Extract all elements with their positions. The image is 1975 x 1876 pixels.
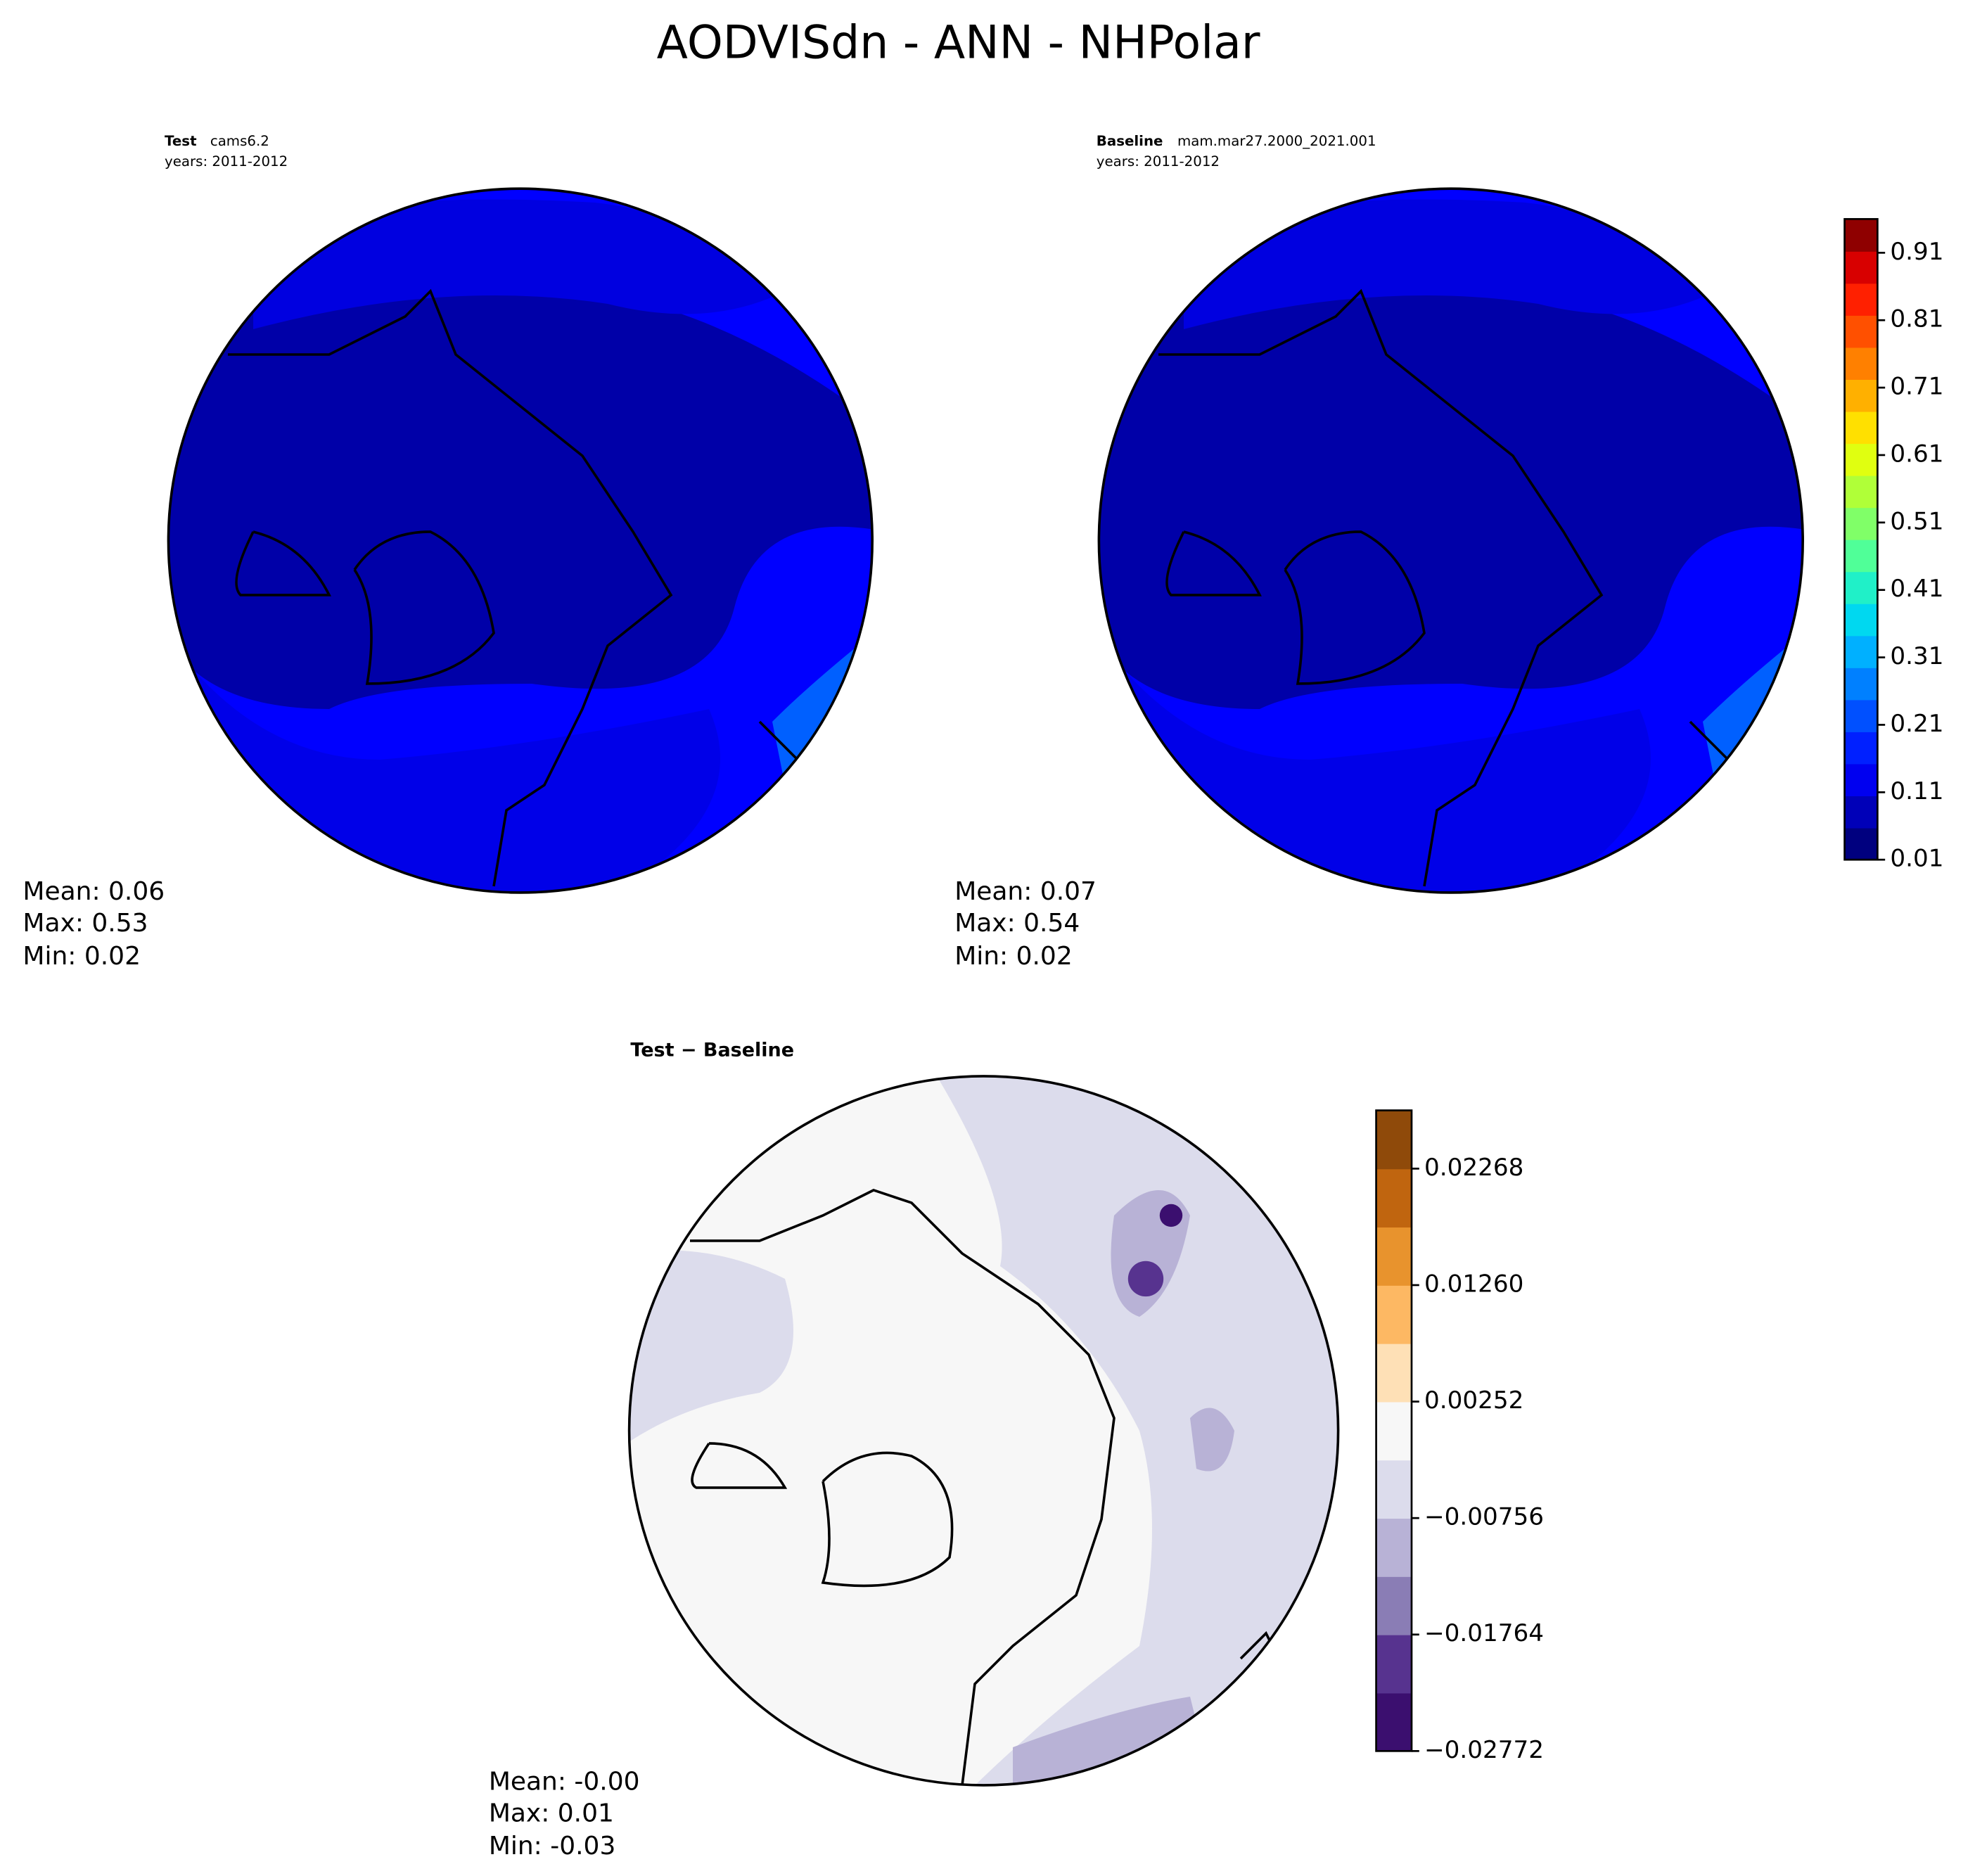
colorbar-band	[1376, 1518, 1412, 1577]
colorbar-band	[1844, 283, 1878, 316]
colorbar-band	[1376, 1401, 1412, 1461]
map	[168, 189, 873, 893]
colorbar-band	[1844, 379, 1878, 412]
map-boundary	[627, 1075, 1340, 1787]
colorbar-band	[1844, 475, 1878, 509]
colorbar-tick-label: 0.91	[1890, 238, 1943, 266]
colorbar-frame	[1843, 218, 1879, 861]
panel-label: Baseline	[1097, 133, 1163, 149]
colorbar-band	[1844, 347, 1878, 380]
stat: Min: -0.03	[489, 1832, 616, 1861]
stat: Mean: 0.07	[954, 877, 1097, 906]
figure-title: AODVISdn - ANN - NHPolar	[657, 16, 1260, 69]
colorbar-band	[1844, 571, 1878, 604]
colorbar-band	[1844, 411, 1878, 445]
colorbar-band	[1844, 635, 1878, 668]
colorbar-tick-label: 0.41	[1890, 575, 1943, 603]
stat: Mean: 0.06	[23, 877, 165, 906]
colorbar-tick-label: −0.00756	[1424, 1503, 1544, 1531]
colorbar-band	[1376, 1576, 1412, 1635]
map-boundary	[167, 187, 874, 894]
colorbar-frame	[1375, 1109, 1413, 1752]
colorbar-band	[1376, 1110, 1412, 1170]
panel-label: Test	[165, 133, 197, 149]
colorbar-band	[1376, 1460, 1412, 1519]
colorbar-tick-label: 0.21	[1890, 710, 1943, 738]
colorbar-band	[1844, 732, 1878, 765]
colorbar-tick-label: 0.51	[1890, 507, 1943, 535]
colorbar-band	[1844, 603, 1878, 637]
colorbar-band	[1376, 1284, 1412, 1344]
colorbar-band	[1844, 443, 1878, 476]
colorbar-tick-label: 0.01260	[1424, 1270, 1523, 1298]
colorbar-tick-label: −0.01764	[1424, 1619, 1544, 1647]
colorbar-band	[1844, 763, 1878, 796]
colorbar-band	[1844, 827, 1878, 861]
map-boundary	[1097, 187, 1804, 894]
panel-name: cams6.2	[210, 133, 269, 149]
colorbar-tick-label: 0.01	[1890, 845, 1943, 873]
colorbar-band	[1844, 250, 1878, 284]
colorbar-tick-label: 0.81	[1890, 305, 1943, 333]
colorbar-band	[1844, 219, 1878, 252]
colorbar-tick-label: 0.71	[1890, 373, 1943, 401]
colorbar-band	[1376, 1227, 1412, 1286]
map	[629, 1076, 1338, 1785]
panel-label: Test − Baseline	[630, 1039, 794, 1061]
colorbar-band	[1844, 539, 1878, 573]
stat: Max: 0.53	[23, 909, 148, 938]
map	[1099, 189, 1803, 893]
colorbar-tick-label: 0.02268	[1424, 1154, 1523, 1182]
stat: Min: 0.02	[954, 942, 1073, 971]
stat: Min: 0.02	[23, 942, 141, 971]
panel-years: years: 2011-2012	[1097, 153, 1220, 170]
stat: Mean: -0.00	[489, 1767, 640, 1796]
panel-years: years: 2011-2012	[165, 153, 288, 170]
colorbar-band	[1376, 1634, 1412, 1694]
panel-name: mam.mar27.2000_2021.001	[1177, 133, 1376, 149]
colorbar-tick-label: −0.02772	[1424, 1736, 1544, 1764]
colorbar-band	[1376, 1692, 1412, 1752]
stat: Max: 0.01	[489, 1799, 614, 1827]
colorbar-band	[1376, 1343, 1412, 1403]
colorbar-band	[1844, 796, 1878, 829]
stat: Max: 0.54	[954, 909, 1080, 938]
colorbar-band	[1844, 315, 1878, 348]
colorbar-band	[1844, 507, 1878, 540]
colorbar-tick-label: 0.11	[1890, 777, 1943, 805]
colorbar-band	[1844, 667, 1878, 701]
colorbar-tick-label: 0.31	[1890, 642, 1943, 670]
colorbar-band	[1844, 699, 1878, 732]
colorbar-tick-label: 0.00252	[1424, 1386, 1523, 1415]
colorbar-band	[1376, 1168, 1412, 1228]
colorbar-tick-label: 0.61	[1890, 440, 1943, 468]
